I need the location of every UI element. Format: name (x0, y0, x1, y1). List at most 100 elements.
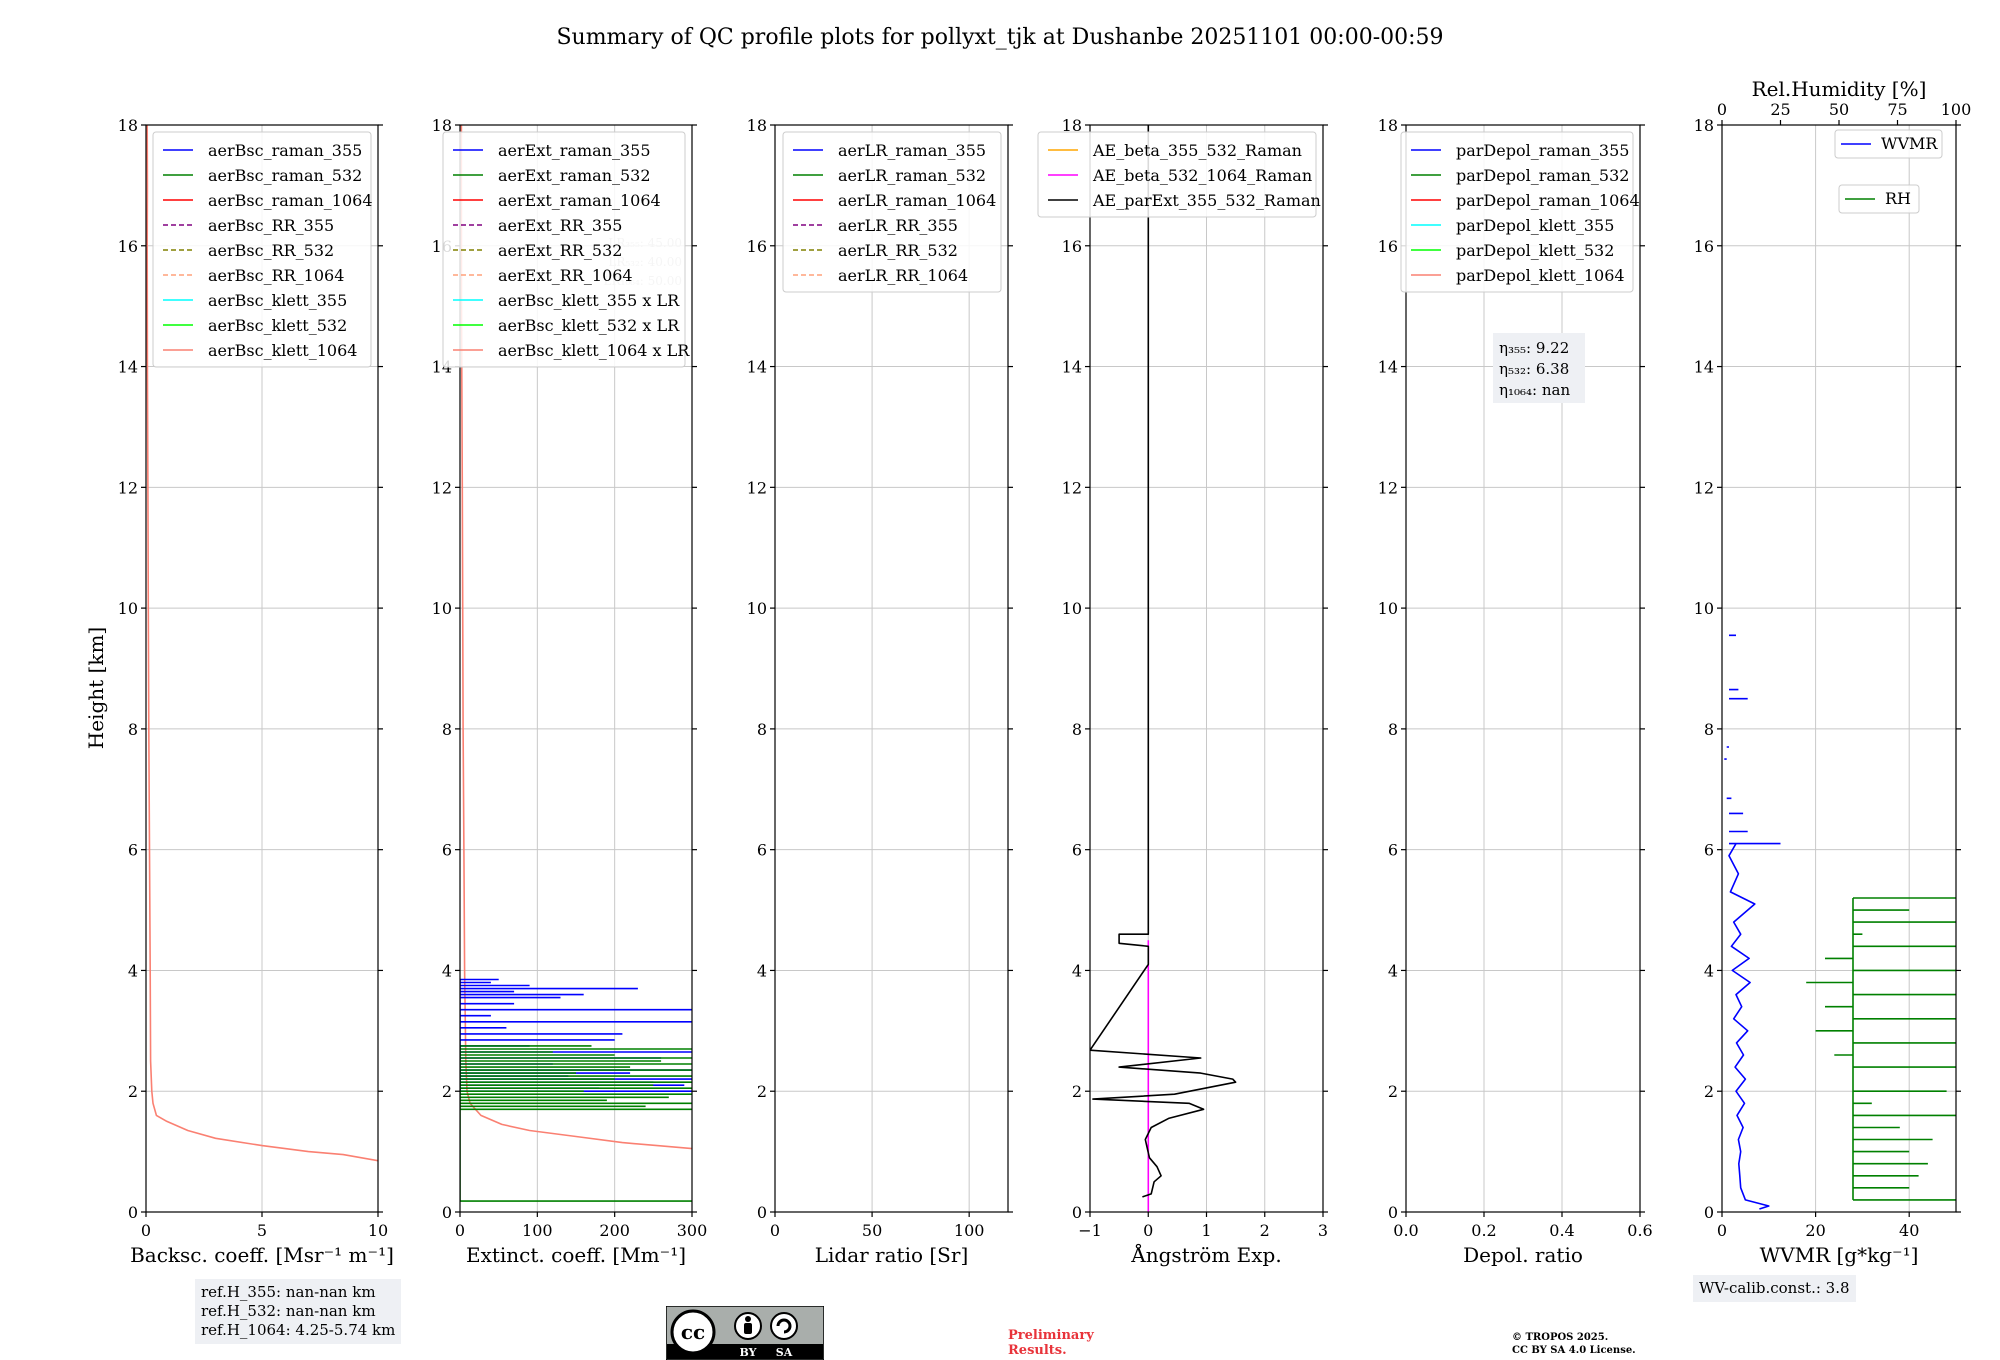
legend-label: aerExt_raman_1064 (498, 191, 661, 210)
y-tick-label: 10 (747, 599, 767, 618)
top-x-tick-label: 0 (1717, 100, 1727, 119)
legend-label: parDepol_klett_355 (1456, 216, 1614, 235)
y-tick-label: 0 (1704, 1203, 1714, 1222)
y-tick-label: 18 (1694, 116, 1714, 135)
x-axis-label: Lidar ratio [Sr] (815, 1243, 969, 1267)
legend-label: aerBsc_klett_532 (208, 316, 347, 335)
legend-label: aerBsc_RR_355 (208, 216, 334, 235)
y-tick-label: 8 (757, 720, 767, 739)
legend-label: aerExt_raman_532 (498, 166, 651, 185)
legend-rh: RH (1838, 184, 1920, 214)
x-axis-label: Extinct. coeff. [Mm⁻¹] (466, 1243, 686, 1267)
y-tick-label: 4 (442, 961, 452, 980)
x-tick-label: 200 (599, 1221, 630, 1240)
y-tick-label: 4 (1072, 961, 1082, 980)
y-tick-label: 16 (1378, 237, 1398, 256)
cc-by-label: BY (740, 1346, 757, 1359)
y-tick-label: 14 (1694, 358, 1714, 377)
legend-label: aerBsc_klett_355 x LR (498, 291, 680, 310)
series-group (460, 125, 692, 1202)
y-tick-label: 4 (1388, 961, 1398, 980)
y-tick-label: 18 (432, 116, 452, 135)
x-tick-label: 0 (141, 1221, 151, 1240)
axes-frame (1405, 124, 1641, 1213)
y-tick-label: 6 (128, 841, 138, 860)
copyright-note: © TROPOS 2025. CC BY SA 4.0 License. (1512, 1331, 1636, 1357)
legend-label: aerExt_RR_532 (498, 241, 622, 260)
legend-label: aerLR_raman_355 (838, 141, 986, 160)
top-x-tick-label: 100 (1941, 100, 1972, 119)
y-tick-label: 2 (1072, 1082, 1082, 1101)
y-tick-label: 12 (1694, 478, 1714, 497)
series-rh (1806, 897, 1956, 1201)
panel-depol: 0 2 4 6 8 10 12 14 16 18 0.0 0.2 0.4 0.6 Depol. ratio p… (1378, 116, 1653, 1267)
y-tick-label: 10 (432, 599, 452, 618)
legend-label: AE_parExt_355_532_Raman (1092, 191, 1321, 210)
eta-line: η₁₀₆₄: nan (1499, 381, 1570, 399)
x-tick-label: 0 (455, 1221, 465, 1240)
y-tick-label: 18 (118, 116, 138, 135)
series-aerext-raman-355 (460, 978, 692, 1092)
panel-bsc: 0 2 4 6 8 10 12 14 16 18 0 5 10 Backsc. coeff. [Msr⁻¹… (118, 116, 394, 1267)
top-x-tick-label: 50 (1829, 100, 1849, 119)
y-tick-label: 2 (1388, 1082, 1398, 1101)
x-tick-label: 300 (677, 1221, 708, 1240)
y-tick-label: 6 (757, 841, 767, 860)
copyright-line-2: CC BY SA 4.0 License. (1512, 1345, 1636, 1356)
x-axis-label: Backsc. coeff. [Msr⁻¹ m⁻¹] (130, 1243, 394, 1267)
y-tick-label: 2 (757, 1082, 767, 1101)
y-tick-label: 6 (442, 841, 452, 860)
legend-label: aerLR_RR_355 (838, 216, 958, 235)
y-tick-label: 12 (432, 478, 452, 497)
x-tick-label: 1 (1201, 1221, 1211, 1240)
y-tick-label: 0 (1388, 1203, 1398, 1222)
legend-depol: parDepol_raman_355 parDepol_raman_532 parD… (1400, 131, 1640, 293)
legend-box (1838, 184, 1920, 214)
legend-label: aerLR_RR_532 (838, 241, 958, 260)
x-tick-label: 20 (1805, 1221, 1825, 1240)
eta-line: η₅₃₂: 6.38 (1499, 360, 1569, 378)
ref-line-1064: ref.H_1064: 4.25-5.74 km (201, 1321, 396, 1339)
legend-label: parDepol_raman_355 (1456, 141, 1629, 160)
y-tick-label: 10 (1378, 599, 1398, 618)
y-tick-label: 16 (118, 237, 138, 256)
cc-sa-label: SA (776, 1346, 793, 1359)
x-tick-label: 0.4 (1549, 1221, 1574, 1240)
eta-line: η₃₅₅: 9.22 (1499, 339, 1569, 357)
legend-box (1400, 131, 1634, 293)
y-tick-label: 8 (128, 720, 138, 739)
legend-label: aerBsc_raman_532 (208, 166, 362, 185)
legend-label: aerLR_raman_1064 (838, 191, 996, 210)
legend-box (782, 131, 1002, 293)
legend-label: AE_beta_532_1064_Raman (1092, 166, 1312, 185)
eta-box-bg (1493, 333, 1585, 403)
legend-label: parDepol_klett_532 (1456, 241, 1614, 260)
x-tick-label: 40 (1899, 1221, 1919, 1240)
copyright-line-1: © TROPOS 2025. (1512, 1332, 1609, 1343)
ref-line-532: ref.H_532: nan-nan km (201, 1302, 376, 1320)
y-tick-label: 4 (757, 961, 767, 980)
y-tick-label: 4 (128, 961, 138, 980)
legend-label: aerBsc_klett_532 x LR (498, 316, 680, 335)
cc-logo-text: cc (681, 1320, 705, 1344)
y-tick-label: 14 (1062, 358, 1082, 377)
y-tick-label: 10 (1694, 599, 1714, 618)
x-tick-label: 5 (257, 1221, 267, 1240)
y-tick-label: 2 (128, 1082, 138, 1101)
y-tick-label: 4 (1704, 961, 1714, 980)
legend-label: RH (1885, 189, 1911, 208)
y-tick-label: 16 (747, 237, 767, 256)
legend-box (1037, 131, 1317, 218)
y-tick-label: 0 (1072, 1203, 1082, 1222)
legend-lr: aerLR_raman_355 aerLR_raman_532 aerLR_rama… (782, 131, 1002, 293)
y-tick-label: 2 (442, 1082, 452, 1101)
top-x-tick-label: 75 (1887, 100, 1907, 119)
y-tick-label: 12 (118, 478, 138, 497)
series-ae-parext-355-532-raman (1090, 125, 1237, 1198)
legend-label: aerBsc_raman_355 (208, 141, 362, 160)
legend-label: aerBsc_raman_1064 (208, 191, 373, 210)
legend-box (152, 131, 372, 368)
y-tick-label: 16 (1694, 237, 1714, 256)
